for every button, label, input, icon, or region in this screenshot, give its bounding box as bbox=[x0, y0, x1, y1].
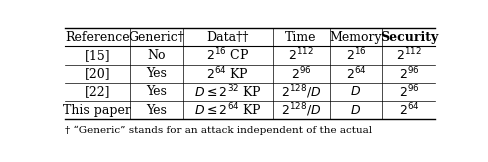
Text: Generic†: Generic† bbox=[128, 31, 184, 44]
Text: Memory: Memory bbox=[330, 31, 382, 44]
Text: † “Generic” stands for an attack independent of the actual: † “Generic” stands for an attack indepen… bbox=[65, 125, 372, 135]
Text: No: No bbox=[147, 49, 165, 62]
Text: [20]: [20] bbox=[84, 67, 110, 80]
Text: $2^{64}$: $2^{64}$ bbox=[346, 65, 366, 82]
Text: $D$: $D$ bbox=[350, 104, 362, 117]
Text: $2^{112}$: $2^{112}$ bbox=[396, 47, 422, 64]
Text: $2^{96}$: $2^{96}$ bbox=[399, 65, 419, 82]
Text: Yes: Yes bbox=[146, 85, 167, 98]
Text: $D$: $D$ bbox=[350, 85, 362, 98]
Text: $2^{128}/D$: $2^{128}/D$ bbox=[281, 101, 321, 119]
Text: Yes: Yes bbox=[146, 104, 167, 117]
Text: Security: Security bbox=[380, 31, 438, 44]
Text: $2^{16}$ CP: $2^{16}$ CP bbox=[206, 47, 249, 64]
Text: $D \leq 2^{32}$ KP: $D \leq 2^{32}$ KP bbox=[194, 84, 262, 100]
Text: $2^{112}$: $2^{112}$ bbox=[288, 47, 314, 64]
Text: Time: Time bbox=[285, 31, 317, 44]
Text: Yes: Yes bbox=[146, 67, 167, 80]
Text: Reference: Reference bbox=[65, 31, 130, 44]
Text: This paper: This paper bbox=[63, 104, 131, 117]
Text: $2^{64}$ KP: $2^{64}$ KP bbox=[206, 65, 249, 82]
Text: [15]: [15] bbox=[84, 49, 110, 62]
Text: $D \leq 2^{64}$ KP: $D \leq 2^{64}$ KP bbox=[194, 102, 262, 118]
Text: Data††: Data†† bbox=[206, 31, 249, 44]
Text: $2^{64}$: $2^{64}$ bbox=[399, 102, 419, 118]
Text: [22]: [22] bbox=[84, 85, 110, 98]
Text: $2^{128}/D$: $2^{128}/D$ bbox=[281, 83, 321, 101]
Text: $2^{96}$: $2^{96}$ bbox=[399, 84, 419, 100]
Text: $2^{16}$: $2^{16}$ bbox=[346, 47, 366, 64]
Text: $2^{96}$: $2^{96}$ bbox=[291, 65, 311, 82]
